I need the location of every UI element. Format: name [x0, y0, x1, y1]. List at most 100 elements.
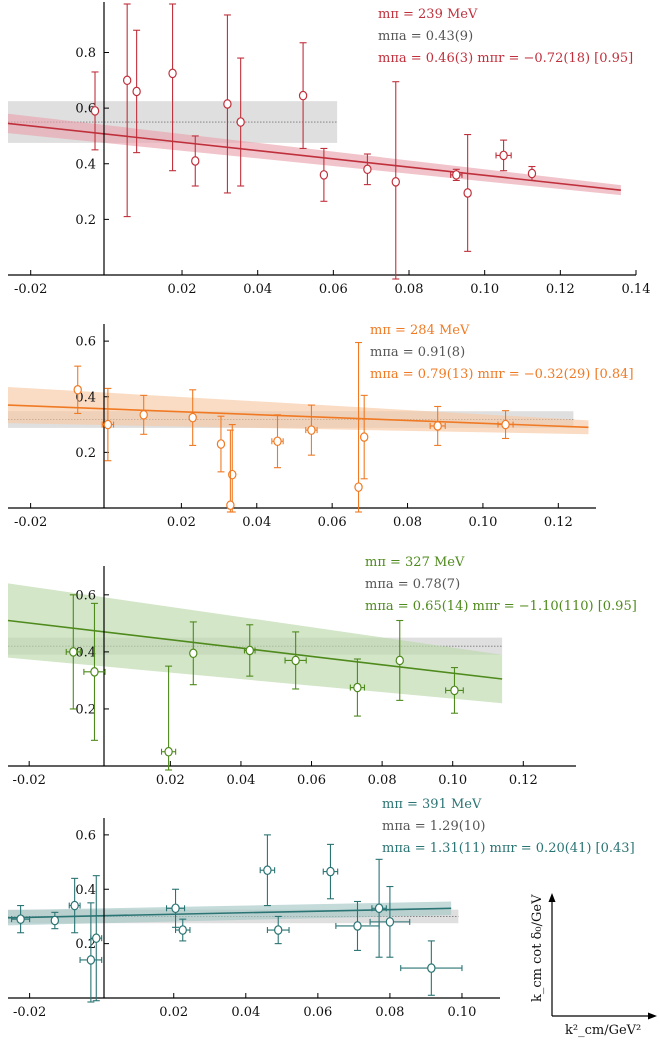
x-tick-label: 0.02: [168, 282, 197, 297]
x-tick-label: 0.02: [156, 773, 185, 788]
axes-legend-inset: k_cm cot δ₀/GeV k²_cm/GeV²: [530, 893, 657, 1038]
data-point: [429, 405, 446, 446]
legend-y-label: k_cm cot δ₀/GeV: [530, 894, 545, 1002]
y-tick-label: 0.4: [75, 883, 96, 898]
fit-result-label: mπa = 0.46(3) mπr = −0.72(18) [0.95]: [378, 51, 633, 66]
x-tick-label: 0.02: [159, 1005, 188, 1020]
data-point: [319, 147, 329, 202]
data-point: [497, 410, 514, 440]
data-point: [371, 858, 387, 958]
data-point: [90, 71, 100, 151]
scattering-length-label: mπa = 0.43(9): [378, 29, 473, 44]
fit-result-label: mπa = 0.79(13) mπr = −0.32(29) [0.84]: [370, 367, 634, 382]
data-point: [400, 940, 463, 996]
x-tick-label: -0.02: [13, 773, 46, 788]
data-point: [305, 404, 318, 456]
data-point: [284, 631, 307, 690]
data-point: [73, 365, 82, 414]
data-point: [165, 888, 186, 928]
data-point: [65, 594, 81, 710]
pion-mass-label: mπ = 391 MeV: [382, 797, 482, 812]
data-point: [495, 139, 512, 172]
data-point: [79, 902, 103, 1003]
data-point: [298, 42, 308, 150]
data-point: [354, 341, 363, 513]
data-point: [395, 619, 404, 701]
panel-2: -0.02 0.02 0.04 0.06 0.08 0.10 0.12 0.2 0.4 0.6 mπ…: [7, 323, 634, 530]
x-tick-label: -0.02: [14, 515, 47, 530]
scattering-length-label: mπa = 0.91(8): [370, 345, 465, 360]
fit-line: [7, 122, 621, 191]
data-point: [101, 387, 115, 462]
panel-1: -0.02 0.02 0.04 0.06 0.08 0.10 0.12 0.14 0.2 0.4 0…: [7, 2, 651, 297]
x-tick-label: 0.10: [470, 282, 499, 297]
x-tick-label: 0.08: [393, 515, 422, 530]
data-point: [174, 918, 191, 942]
x-tick-label: 0.08: [395, 282, 424, 297]
x-tick-label: 0.06: [318, 515, 347, 530]
data-point: [226, 429, 235, 513]
data-point: [168, 3, 177, 172]
legend-x-arrowhead: [648, 1012, 657, 1020]
data-point: [463, 133, 472, 252]
x-tick-label: -0.02: [14, 282, 47, 297]
data-point: [527, 165, 537, 181]
panel-3: -0.02 0.02 0.04 0.06 0.08 0.10 0.12 0.2 0.4 0.6 mπ…: [7, 555, 637, 788]
y-tick-label: 0.6: [75, 588, 96, 603]
fit-band: [8, 583, 503, 704]
x-tick-label: 0.04: [242, 515, 271, 530]
data-point: [259, 834, 276, 907]
data-point: [191, 135, 200, 187]
data-point: [223, 14, 232, 194]
data-point: [450, 168, 463, 181]
panel-4: -0.02 0.02 0.04 0.06 0.08 0.100.20.40.6mπ = 3…: [7, 797, 635, 1020]
scattering-length-label: mπa = 0.78(7): [365, 577, 460, 592]
data-point: [139, 394, 148, 435]
data-point: [243, 624, 256, 677]
x-tick-label: 0.06: [319, 282, 348, 297]
legend-y-arrowhead: [548, 893, 556, 902]
data-point: [189, 621, 198, 686]
x-tick-label: 0.08: [368, 773, 397, 788]
data-point: [363, 153, 372, 186]
data-point: [132, 29, 141, 154]
fit-line: [7, 404, 589, 429]
data-point: [11, 905, 31, 934]
data-point: [50, 911, 60, 930]
y-tick-label: 0.4: [75, 645, 96, 660]
x-tick-label: -0.02: [13, 1005, 46, 1020]
data-point: [122, 3, 132, 218]
y-tick-label: 0.4: [75, 390, 96, 405]
x-tick-label: 0.04: [231, 1005, 260, 1020]
x-tick-label: 0.10: [438, 773, 467, 788]
data-point: [228, 424, 237, 513]
data-point: [271, 414, 284, 469]
data-point: [160, 665, 177, 771]
data-point: [188, 389, 197, 446]
y-tick-label: 0.6: [75, 335, 96, 350]
x-tick-label: 0.04: [226, 773, 255, 788]
y-tick-label: 0.2: [75, 446, 96, 461]
data-point: [68, 877, 81, 934]
x-tick-label: 0.12: [544, 515, 573, 530]
x-tick-label: 0.14: [622, 282, 651, 297]
x-tick-label: 0.12: [509, 773, 538, 788]
scattering-length-label: mπa = 1.29(10): [382, 819, 485, 834]
x-tick-label: 0.10: [447, 1005, 476, 1020]
data-point: [216, 415, 226, 473]
data-point: [236, 57, 245, 187]
y-tick-label: 0.6: [75, 102, 96, 117]
x-tick-label: 0.10: [468, 515, 497, 530]
legend-x-label: k²_cm/GeV²: [565, 1023, 641, 1038]
x-tick-label: 0.06: [297, 773, 326, 788]
data-point: [266, 915, 290, 945]
y-tick-label: 0.2: [75, 702, 96, 717]
data-point: [445, 667, 464, 714]
pion-mass-label: mπ = 327 MeV: [365, 555, 465, 570]
data-point: [359, 394, 369, 480]
x-tick-label: 0.04: [243, 282, 272, 297]
pion-mass-label: mπ = 284 MeV: [370, 323, 470, 338]
pion-mass-label: mπ = 239 MeV: [378, 7, 478, 22]
y-tick-label: 0.4: [75, 157, 96, 172]
